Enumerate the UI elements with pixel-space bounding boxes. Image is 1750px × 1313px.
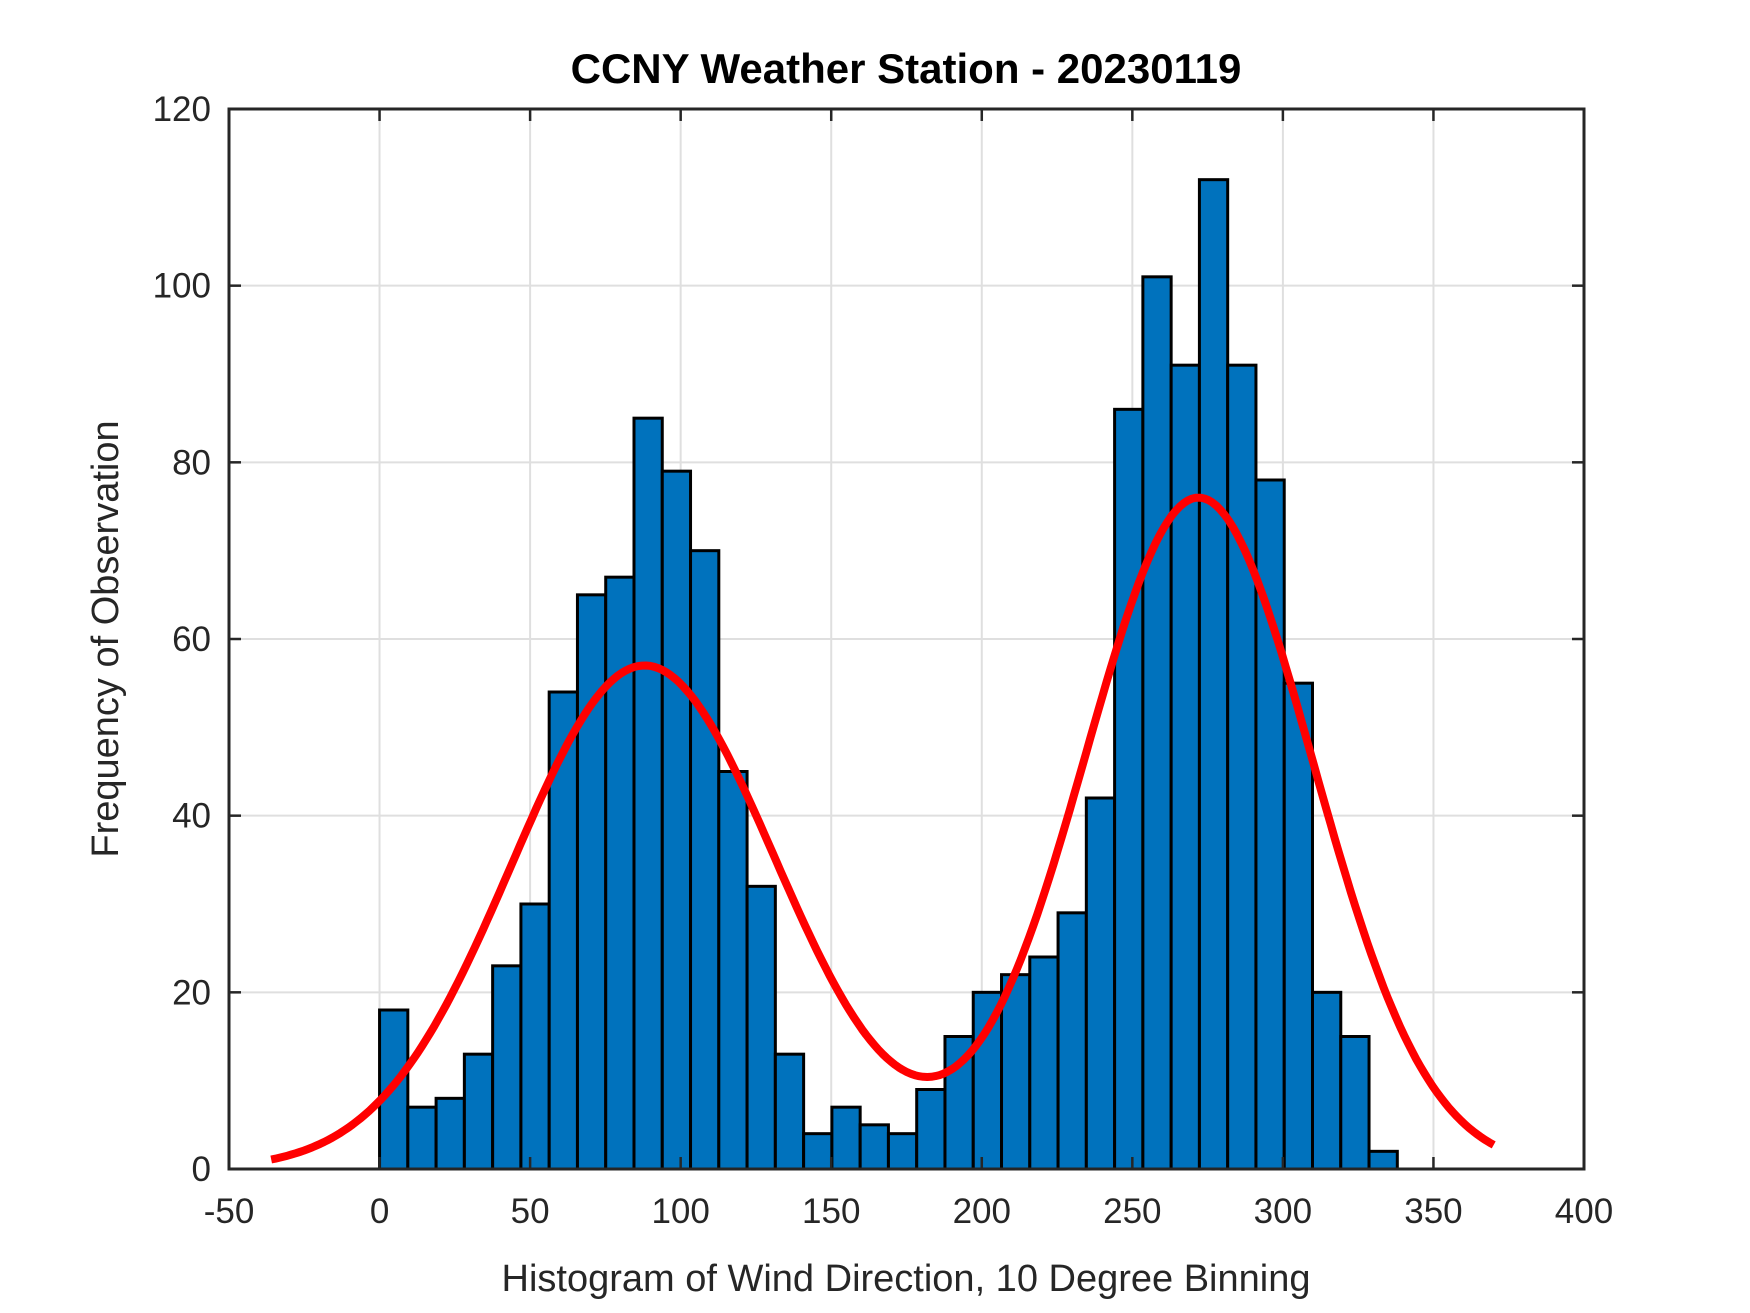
- histogram-bar: [830, 1105, 862, 1171]
- y-tick-label: 40: [172, 797, 211, 836]
- histogram-bar: [1169, 363, 1201, 1171]
- histogram-bar: [858, 1123, 890, 1171]
- histogram-bar: [491, 964, 523, 1171]
- histogram-bar: [1141, 275, 1173, 1171]
- grid-lines: [229, 109, 1584, 1169]
- x-axis-label: Histogram of Wind Direction, 10 Degree B…: [502, 1258, 1311, 1300]
- histogram-bar: [689, 549, 721, 1171]
- histogram-bar: [1028, 955, 1060, 1171]
- y-tick-label: 120: [153, 90, 211, 129]
- y-tick-label: 100: [153, 267, 211, 306]
- histogram-bar: [660, 469, 693, 1171]
- histogram-bar: [1339, 1035, 1371, 1171]
- gaussian-fit-line: [270, 493, 1496, 1164]
- x-tick-label: 350: [1404, 1192, 1462, 1231]
- histogram-bar: [1113, 407, 1145, 1171]
- histogram-bar: [745, 884, 777, 1171]
- y-tick-label: 60: [172, 620, 211, 659]
- histogram-bar: [1056, 911, 1088, 1171]
- histogram-bar: [1226, 363, 1258, 1171]
- histogram-bar: [632, 416, 664, 1171]
- histogram-bar: [1282, 681, 1314, 1171]
- x-tick-label: 0: [370, 1192, 389, 1231]
- x-tick-label: 400: [1555, 1192, 1613, 1231]
- x-tick-label: 50: [511, 1192, 550, 1231]
- histogram-bar: [802, 1132, 834, 1171]
- y-tick-labels: 0 20 40 60 80 100 120: [153, 90, 211, 1189]
- histogram-bar: [1000, 973, 1032, 1171]
- x-tick-labels: -50 0 50 100 150 200 250 300 350 400: [204, 1192, 1614, 1231]
- axes: [227, 107, 1586, 1171]
- x-tick-label: 250: [1103, 1192, 1161, 1231]
- histogram-bar: [717, 770, 749, 1171]
- histogram-bar: [1084, 796, 1117, 1171]
- histogram-bar: [1310, 990, 1343, 1171]
- y-tick-label: 80: [172, 443, 211, 482]
- y-axis-label: Frequency of Observation: [85, 420, 127, 857]
- x-tick-label: 200: [953, 1192, 1011, 1231]
- histogram-bar: [773, 1052, 806, 1171]
- x-tick-label: 150: [802, 1192, 860, 1231]
- histogram-bar: [406, 1105, 438, 1171]
- histogram-bar: [434, 1096, 466, 1171]
- chart-title: CCNY Weather Station - 20230119: [571, 45, 1242, 92]
- y-tick-label: 0: [192, 1150, 211, 1189]
- x-tick-label: 100: [651, 1192, 709, 1231]
- x-tick-label: 300: [1254, 1192, 1312, 1231]
- histogram-bar: [575, 593, 608, 1171]
- x-tick-label: -50: [204, 1192, 255, 1231]
- histogram-bar: [1367, 1149, 1399, 1171]
- y-tick-label: 20: [172, 973, 211, 1012]
- histogram-bar: [915, 1088, 947, 1171]
- histogram-bar: [1197, 178, 1230, 1171]
- histogram-bar: [886, 1132, 919, 1171]
- histogram-bar: [519, 902, 551, 1171]
- histogram-bars: [378, 178, 1399, 1171]
- histogram-bar: [462, 1052, 495, 1171]
- fit-curve-layer: [270, 493, 1496, 1164]
